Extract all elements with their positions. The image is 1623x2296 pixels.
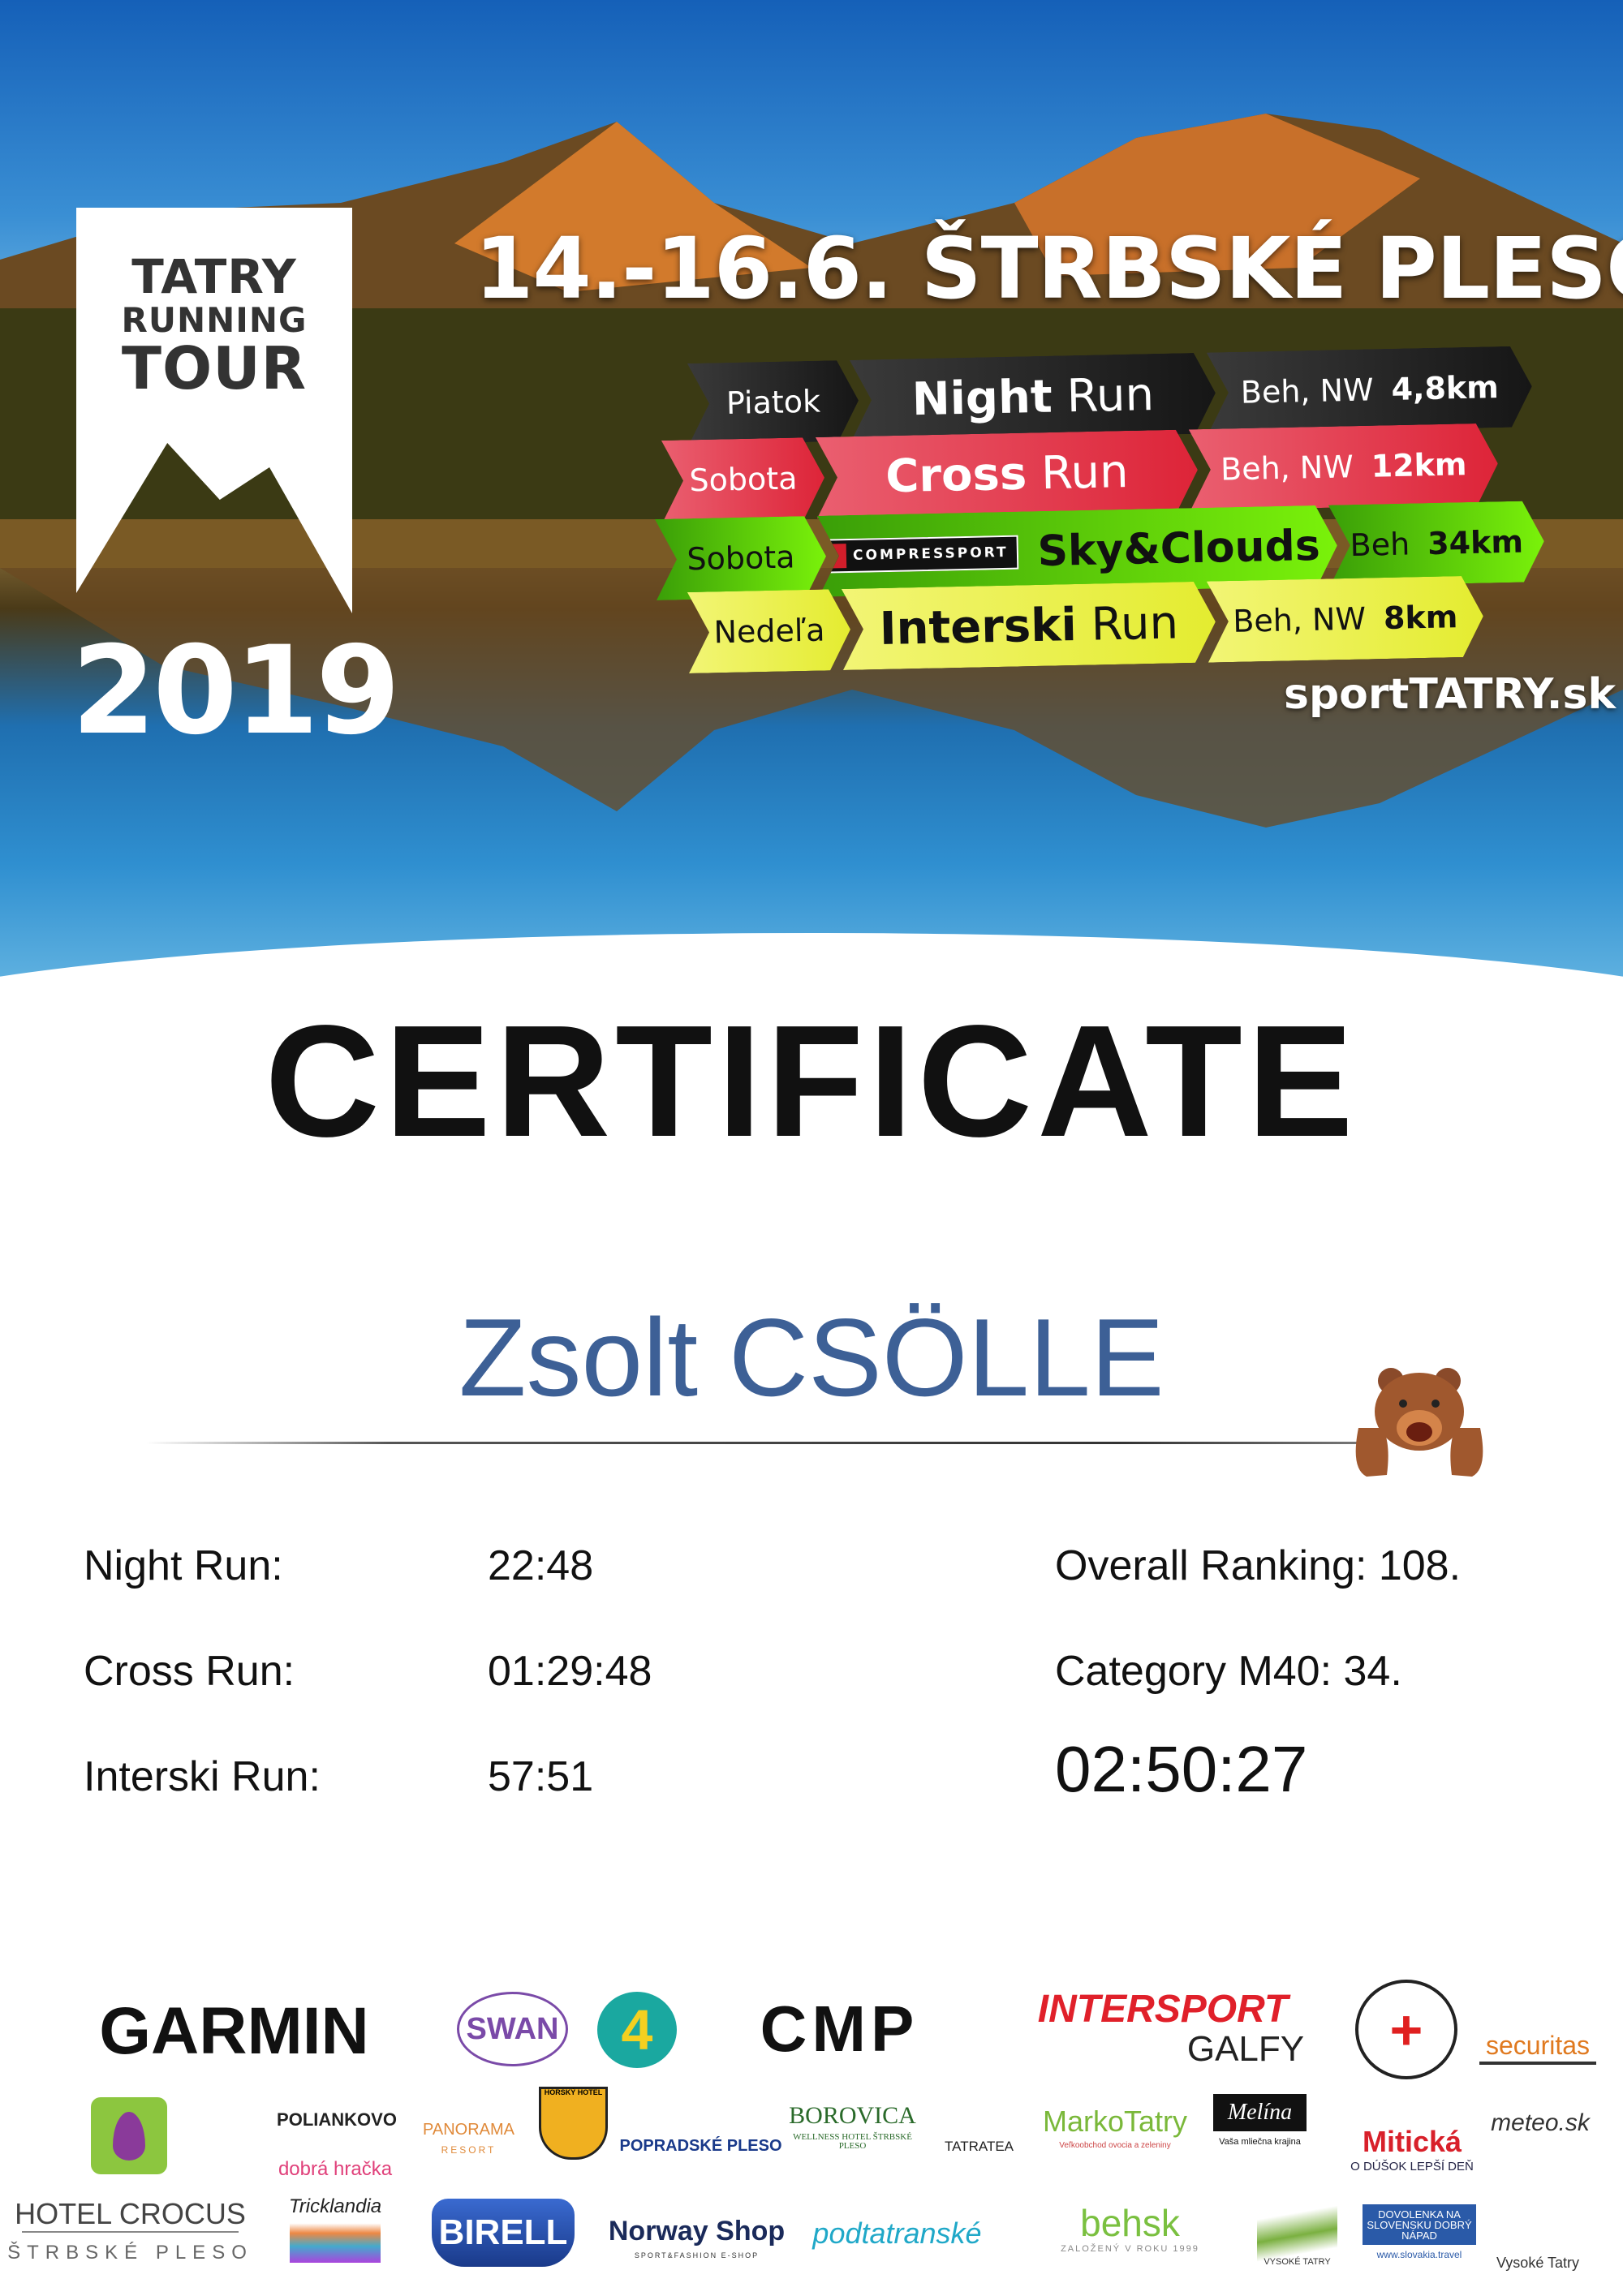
popradske-pleso-logo: POPRADSKÉ PLESO [619, 2137, 782, 2155]
race-day: Piatok [687, 360, 859, 445]
race-name-bold: Night [911, 370, 1053, 426]
tatratea-logo: TATRATEA [945, 2138, 1014, 2154]
panorama-sub: RESORT [441, 2144, 497, 2156]
cmp-logo: CMP [760, 1993, 919, 2065]
norway-shop-logo: Norway Shop [608, 2216, 786, 2247]
markotatry-logo: MarkoTatry [1042, 2105, 1188, 2138]
race-type: Beh, NW [1240, 372, 1375, 411]
borovica-sub: WELLNESS HOTEL ŠTRBSKÉ PLESO [793, 2132, 912, 2151]
swan-logo: SWAN [457, 1992, 568, 2066]
logo-line: TOUR [121, 334, 308, 402]
behsk-logo: behsk [1080, 2202, 1180, 2244]
tricklandia-logo: Tricklandia [289, 2197, 381, 2263]
race-name-rest: Run [1065, 368, 1155, 423]
race-type: Beh, NW [1232, 600, 1367, 639]
bear-icon [1355, 1368, 1483, 1477]
result-time: 57:51 [488, 1753, 594, 1800]
race-name-bold: Sky&Clouds [1036, 521, 1321, 577]
total-time: 02:50:27 [1055, 1733, 1308, 1805]
securitas-logo: securitas [1479, 2028, 1596, 2065]
race-day: Nedeľa [687, 589, 851, 673]
slovakia-travel-logo: DOVOLENKA NA SLOVENSKU DOBRÝ NÁPAD [1363, 2204, 1476, 2245]
galfy-logo: GALFY [1186, 2029, 1305, 2069]
race-name-bold: Cross [885, 447, 1027, 503]
miticka-logo: Mitická [1362, 2125, 1462, 2158]
melina-sub: Vaša mliečna krajina [1219, 2136, 1301, 2147]
region-vysoke-tatry-logo: Vysoké Tatry [1496, 2255, 1580, 2271]
garmin-logo: GARMIN [99, 1994, 369, 2068]
race-km: 4,8km [1391, 369, 1500, 407]
participant-name: Zsolt CSÖLLE [458, 1296, 1165, 1419]
race-distance: Beh, NW 12km [1189, 423, 1499, 510]
race-day: Sobota [661, 437, 825, 522]
race-day: Sobota [655, 516, 827, 600]
category-ranking: Category M40: 34. [1055, 1648, 1402, 1695]
certificate-title: CERTIFICATE [265, 992, 1358, 1170]
melina-logo: Melína [1213, 2094, 1307, 2131]
hotel-crocus-logo: HOTEL CROCUS [15, 2197, 246, 2233]
race-name-rest: Run [1040, 445, 1130, 500]
crocus-petal [113, 2111, 145, 2161]
race-km: 34km [1427, 523, 1524, 562]
result-label: Interski Run: [84, 1753, 321, 1800]
intersport-logo: INTERSPORT [1037, 1988, 1289, 2031]
slovakia-travel-url: www.slovakia.travel [1376, 2249, 1462, 2260]
4ka-logo: 4 [597, 1992, 677, 2068]
race-km: 12km [1371, 446, 1467, 484]
horsky-hotel-crest: HORSKÝ HOTEL [539, 2087, 608, 2160]
tanap-mountain-rescue-logo: + [1355, 1980, 1457, 2079]
norway-shop-sub: SPORT&FASHION E-SHOP [634, 2251, 760, 2259]
race-distance: Beh, NW 8km [1207, 575, 1484, 662]
event-date-location: 14.-16.6. ŠTRBSKÉ PLESO [475, 219, 1623, 318]
compressport-logo: COMPRESSPORT [820, 535, 1018, 574]
dobra-hracka-logo: dobrá hračka [278, 2158, 393, 2180]
markotatry-sub: Veľkoobchod ovocia a zeleniny [1059, 2141, 1171, 2150]
result-time: 22:48 [488, 1542, 594, 1589]
race-name: Cross Run [816, 429, 1199, 518]
miticka-sub: O DÚŠOK LEPŠÍ DEŇ [1350, 2159, 1474, 2173]
race-row-interski-run: Nedeľa Interski Run Beh, NW 8km [687, 576, 1476, 673]
logo-line: RUNNING [121, 300, 308, 340]
race-name-bold: Interski [879, 598, 1078, 656]
race-name: Interski Run [842, 581, 1216, 670]
behsk-sub: ZALOŽENÝ V ROKU 1999 [1061, 2243, 1199, 2254]
race-km: 8km [1383, 599, 1458, 637]
logo-year: 2019 [71, 621, 400, 762]
race-distance: Beh 34km [1328, 501, 1545, 587]
podtatranske-noviny-logo: podtatranské [812, 2216, 982, 2250]
sponsor-text: COMPRESSPORT [852, 544, 1009, 564]
meteo-sk-logo: meteo.sk [1491, 2109, 1590, 2136]
race-name-rest: Run [1090, 595, 1179, 651]
website-link[interactable]: sportTATRY.sk [1284, 670, 1617, 719]
race-type: Beh [1350, 526, 1410, 564]
name-underline [146, 1442, 1363, 1444]
race-name: Night Run [850, 352, 1216, 441]
race-distance: Beh, NW 4,8km [1207, 346, 1533, 433]
crocus-flower-icon [91, 2097, 167, 2174]
result-time: 01:29:48 [488, 1648, 652, 1695]
birell-logo: BIRELL [432, 2199, 575, 2267]
logo-line: TATRY [131, 249, 297, 304]
race-type: Beh, NW [1220, 449, 1354, 488]
result-label: Cross Run: [84, 1648, 295, 1695]
borovica-logo: BOROVICA [789, 2102, 916, 2129]
result-label: Night Run: [84, 1542, 283, 1589]
vysoke-tatry-logo: VYSOKÉ TATRY [1257, 2204, 1337, 2267]
overall-ranking: Overall Ranking: 108. [1055, 1542, 1462, 1589]
panorama-logo: PANORAMA [423, 2121, 514, 2139]
poliankovo-logo: POLIANKOVO [277, 2109, 397, 2130]
hotel-crocus-sub: ŠTRBSKÉ PLESO [7, 2242, 253, 2264]
